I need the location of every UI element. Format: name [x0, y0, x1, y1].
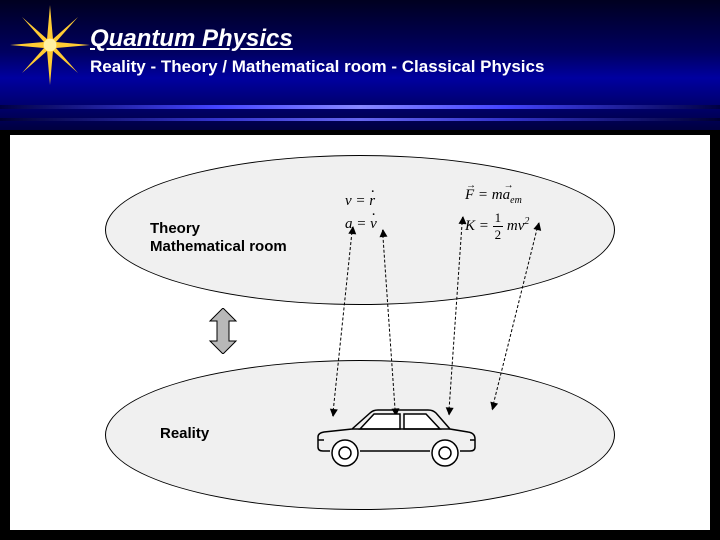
bidirectional-arrow-icon — [208, 308, 238, 354]
formulas-right: →F = m→aem K = 12 mv2 — [465, 187, 529, 243]
divider-line-1 — [0, 105, 720, 109]
reality-label: Reality — [160, 425, 209, 442]
formula-kinetic: K = 12 mv2 — [465, 210, 529, 243]
page-subtitle: Reality - Theory / Mathematical room - C… — [90, 57, 720, 77]
page-title: Quantum Physics — [90, 25, 720, 53]
theory-label-line2: Mathematical room — [150, 238, 287, 255]
diagram-area: Theory Mathematical room v = ·r a = ·v →… — [10, 135, 710, 530]
header-region: Quantum Physics Reality - Theory / Mathe… — [0, 0, 720, 130]
starburst-icon — [10, 5, 90, 85]
divider-line-2 — [0, 118, 720, 121]
car-icon — [310, 407, 480, 469]
theory-ellipse-label: Theory Mathematical room — [150, 220, 287, 256]
formula-force: →F = m→aem — [465, 187, 529, 206]
theory-label-line1: Theory — [150, 220, 200, 237]
reality-ellipse-label: Reality — [160, 425, 209, 443]
